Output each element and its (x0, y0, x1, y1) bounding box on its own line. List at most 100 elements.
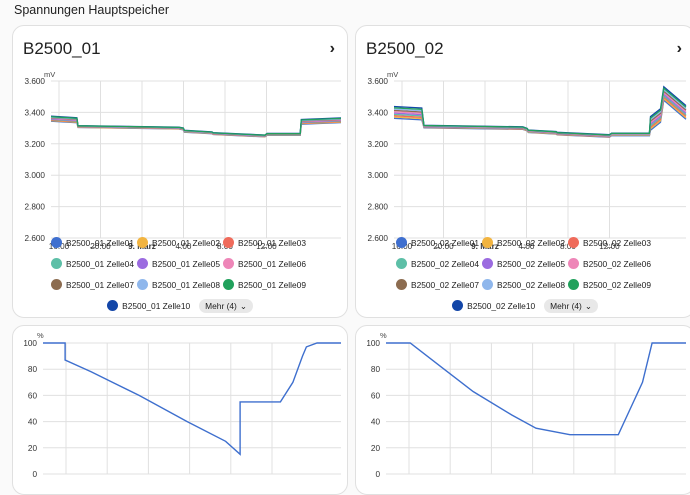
legend-label: B2500_02 Zelle07 (411, 279, 479, 290)
legend-color-dot (107, 300, 119, 311)
legend-color-dot (396, 279, 407, 290)
legend-item[interactable]: B2500_01 Zelle10 (107, 300, 193, 311)
legend-item[interactable]: B2500_01 Zelle08 (137, 279, 223, 290)
y-tick-label: 2.600 (25, 234, 46, 243)
legend-label: B2500_02 Zelle10 (467, 300, 536, 311)
legend-color-dot (482, 237, 493, 248)
legend-row: B2500_01 Zelle07 B2500_01 Zelle08 B2500_01… (13, 274, 347, 295)
y-tick-label: 3.200 (25, 140, 46, 149)
legend-label: B2500_01 Zelle04 (66, 258, 134, 269)
y-tick-label: 2.600 (368, 234, 389, 243)
card-title[interactable]: B2500_01 (23, 39, 101, 58)
y-tick-label: 60 (28, 391, 38, 400)
legend-label: B2500_02 Zelle04 (411, 258, 479, 269)
legend-label: B2500_02 Zelle06 (583, 258, 651, 269)
legend-item[interactable]: B2500_02 Zelle02 (482, 237, 568, 248)
voltage-card-b2500-02[interactable]: B2500_02 › mV 3.600 3.400 3.200 3.000 2.800 2.… (355, 25, 690, 318)
legend-color-dot (568, 237, 579, 248)
more-series-button[interactable]: Mehr (4) ⌄ (199, 298, 253, 313)
legend-row: B2500_01 Zelle01 B2500_01 Zelle02 B2500_01… (13, 232, 347, 253)
x-tick-label: 4:00 (176, 242, 192, 251)
legend-row: B2500_02 Zelle04 B2500_02 Zelle05 B2500_02… (356, 253, 690, 274)
cell-series-line (393, 90, 687, 137)
legend-label: B2500_02 Zelle01 (411, 237, 479, 248)
y-tick-label: 2.800 (25, 203, 46, 212)
x-tick-label: 20:00 (433, 242, 454, 251)
legend-item[interactable]: B2500_01 Zelle06 (223, 258, 309, 269)
legend-item[interactable]: B2500_01 Zelle07 (51, 279, 137, 290)
legend: B2500_02 Zelle01 B2500_02 Zelle02 B2500_02… (356, 232, 690, 316)
legend-label: B2500_02 Zelle02 (497, 237, 565, 248)
legend-label: B2500_01 Zelle06 (238, 258, 306, 269)
card-title[interactable]: B2500_02 (366, 39, 444, 58)
legend-item[interactable]: B2500_02 Zelle04 (396, 258, 482, 269)
legend-color-dot (137, 237, 148, 248)
more-label: Mehr (4) (550, 300, 582, 311)
legend-item[interactable]: B2500_02 Zelle07 (396, 279, 482, 290)
y-tick-label: 3.400 (368, 108, 389, 117)
legend-item[interactable]: B2500_02 Zelle03 (568, 237, 654, 248)
legend-row: B2500_02 Zelle10 Mehr (4) ⌄ (356, 295, 690, 316)
cell-series-line (393, 93, 687, 137)
x-tick-label: 8:00 (560, 242, 576, 251)
voltage-card-b2500-01[interactable]: B2500_01 › mV 3.600 3.400 3.200 3.000 2.800 2.… (12, 25, 348, 318)
y-tick-label: 40 (28, 418, 38, 427)
legend-label: B2500_01 Zelle01 (66, 237, 134, 248)
legend-item[interactable]: B2500_01 Zelle09 (223, 279, 309, 290)
y-tick-label: 100 (366, 339, 380, 348)
chevron-right-icon[interactable]: › (676, 40, 682, 57)
legend-item[interactable]: B2500_02 Zelle05 (482, 258, 568, 269)
legend-item[interactable]: B2500_02 Zelle09 (568, 279, 654, 290)
legend-item[interactable]: B2500_01 Zelle05 (137, 258, 223, 269)
unit-label: mV (44, 70, 55, 79)
y-tick-label: 3.600 (25, 77, 46, 86)
legend-label: B2500_01 Zelle03 (238, 237, 306, 248)
cell-series-line (393, 87, 687, 136)
legend-color-dot (223, 237, 234, 248)
y-tick-label: 100 (23, 339, 37, 348)
legend-color-dot (51, 237, 62, 248)
y-tick-label: 3.000 (25, 171, 46, 180)
x-tick-label: 4:00 (519, 242, 535, 251)
legend-color-dot (396, 237, 407, 248)
legend-label: B2500_01 Zelle09 (238, 279, 306, 290)
legend-color-dot (568, 258, 579, 269)
soc-line (386, 342, 686, 436)
legend-item[interactable]: B2500_01 Zelle04 (51, 258, 137, 269)
legend-item[interactable]: B2500_02 Zelle10 (452, 300, 538, 311)
legend-row: B2500_01 Zelle04 B2500_01 Zelle05 B2500_01… (13, 253, 347, 274)
y-tick-label: 0 (32, 470, 37, 479)
legend-label: B2500_01 Zelle02 (152, 237, 220, 248)
voltage-chart-b2500-01: mV3.6003.4003.2003.0002.8002.60016:0020:… (25, 70, 342, 251)
unit-label: % (380, 331, 387, 340)
soc-chart-b2500-02: %100 80 60 40 20 0 (366, 331, 686, 479)
legend-item[interactable]: B2500_02 Zelle08 (482, 279, 568, 290)
x-tick-label: 20:00 (90, 242, 111, 251)
y-tick-label: 0 (375, 470, 380, 479)
legend-item[interactable]: B2500_02 Zelle06 (568, 258, 654, 269)
more-label: Mehr (4) (205, 300, 237, 311)
legend-label: B2500_01 Zelle05 (152, 258, 220, 269)
legend-label: B2500_01 Zelle10 (122, 300, 191, 311)
legend-label: B2500_02 Zelle09 (583, 279, 651, 290)
more-series-button[interactable]: Mehr (4) ⌄ (544, 298, 598, 313)
legend-color-dot (452, 300, 464, 311)
legend-item[interactable]: B2500_01 Zelle01 (51, 237, 137, 248)
legend-color-dot (482, 279, 493, 290)
y-tick-label: 60 (371, 391, 381, 400)
soc-card-b2500-01[interactable]: % 100 80 60 40 20 0 (12, 325, 348, 495)
unit-label: % (37, 331, 44, 340)
y-tick-label: 3.400 (25, 108, 46, 117)
legend-label: B2500_01 Zelle07 (66, 279, 134, 290)
legend-label: B2500_01 Zelle08 (152, 279, 220, 290)
y-tick-label: 80 (371, 365, 381, 374)
soc-line (43, 342, 341, 456)
legend-item[interactable]: B2500_02 Zelle01 (396, 237, 482, 248)
unit-label: mV (387, 70, 398, 79)
legend-item[interactable]: B2500_01 Zelle02 (137, 237, 223, 248)
y-tick-label: 3.000 (368, 171, 389, 180)
chevron-right-icon[interactable]: › (329, 40, 335, 57)
soc-card-b2500-02[interactable]: % 100 80 60 40 20 0 (355, 325, 690, 495)
legend-color-dot (223, 258, 234, 269)
legend-item[interactable]: B2500_01 Zelle03 (223, 237, 309, 248)
